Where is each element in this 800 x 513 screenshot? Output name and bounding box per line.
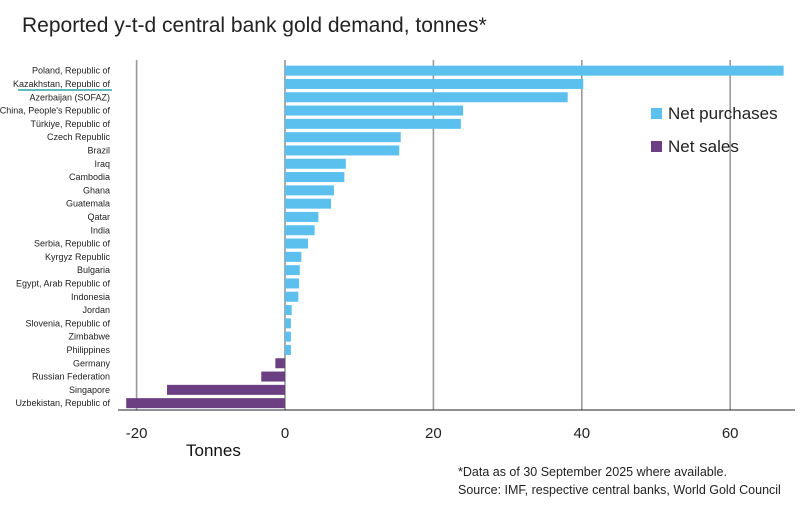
category-label: Egypt, Arab Republic of (16, 278, 111, 288)
bar-russian-federation (261, 371, 285, 382)
bar-azerbaijan-sofaz (285, 92, 568, 103)
bar-qatar (285, 211, 319, 222)
category-label: China, People's Republic of (0, 106, 110, 116)
bar-iraq (285, 158, 346, 169)
category-label: Kyrgyz Republic (45, 252, 111, 262)
bar-china-people-s-republic-of (285, 105, 464, 116)
x-tick-label: 40 (573, 425, 590, 442)
bar-zimbabwe (285, 331, 291, 342)
bar-philippines (285, 344, 291, 355)
category-label: Ghana (83, 185, 110, 195)
footnote: *Data as of 30 September 2025 where avai… (458, 465, 727, 479)
legend-swatch-net-purchases (651, 108, 662, 119)
category-label: Czech Republic (47, 132, 111, 142)
bar-brazil (285, 145, 400, 156)
category-label: Zimbabwe (68, 332, 110, 342)
category-label: Serbia, Republic of (34, 239, 111, 249)
category-label: Philippines (66, 345, 110, 355)
bar-germany (275, 358, 285, 369)
category-label: Indonesia (71, 292, 110, 302)
bar-singapore (167, 384, 285, 395)
category-label: Singapore (69, 385, 110, 395)
category-label: Poland, Republic of (32, 66, 111, 76)
x-tick-label: 60 (722, 425, 739, 442)
chart-title: Reported y-t-d central bank gold demand,… (22, 14, 487, 37)
category-label: Türkiye, Republic of (30, 119, 110, 129)
bar-india (285, 225, 315, 236)
bar-indonesia (285, 291, 299, 302)
source-note: Source: IMF, respective central banks, W… (458, 483, 781, 497)
category-label: Slovenia, Republic of (25, 318, 110, 328)
legend-swatch-net-sales (651, 141, 662, 152)
category-label: Uzbekistan, Republic of (15, 398, 110, 408)
bar-czech-republic (285, 132, 401, 143)
category-label: Guatemala (66, 199, 110, 209)
x-axis-label: Tonnes (186, 441, 241, 460)
x-tick-label: 20 (425, 425, 442, 442)
bar-guatemala (285, 198, 332, 209)
bar-t-rkiye-republic-of (285, 118, 461, 129)
category-label: Jordan (82, 305, 110, 315)
category-label: Brazil (87, 145, 110, 155)
bar-kazakhstan-republic-of (285, 78, 584, 89)
category-label: Azerbaijan (SOFAZ) (29, 92, 110, 102)
category-label: India (90, 225, 110, 235)
legend-label-net-sales: Net sales (668, 137, 739, 156)
bar-jordan (285, 305, 292, 316)
bar-kyrgyz-republic (285, 251, 302, 262)
category-label: Kazakhstan, Republic of (13, 79, 111, 89)
category-label: Cambodia (69, 172, 110, 182)
bar-bulgaria (285, 265, 300, 276)
bar-cambodia (285, 172, 345, 183)
category-label: Bulgaria (77, 265, 110, 275)
bar-egypt-arab-republic-of (285, 278, 300, 289)
x-tick-label: -20 (126, 425, 148, 442)
bar-poland-republic-of (285, 65, 784, 76)
x-tick-label: 0 (281, 425, 289, 442)
category-label: Iraq (94, 159, 110, 169)
bar-serbia-republic-of (285, 238, 309, 249)
category-label: Qatar (87, 212, 110, 222)
bar-slovenia-republic-of (285, 318, 291, 329)
category-label: Germany (73, 358, 111, 368)
category-label: Russian Federation (32, 372, 110, 382)
bar-ghana (285, 185, 334, 196)
bar-uzbekistan-republic-of (126, 398, 285, 409)
legend-label-net-purchases: Net purchases (668, 104, 778, 123)
